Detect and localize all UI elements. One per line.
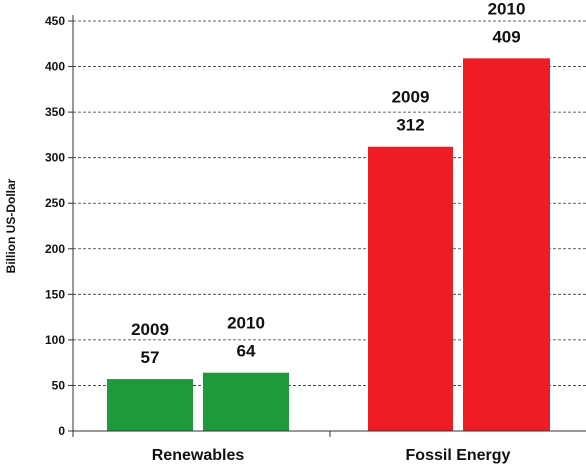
bar-value-label: 57 (141, 348, 160, 367)
y-tick-label: 450 (45, 14, 65, 28)
bar-value-label: 312 (396, 116, 424, 135)
y-tick-label: 150 (45, 287, 65, 301)
bar-renewables-2009 (107, 379, 193, 431)
gridlines (73, 20, 586, 386)
bar-fossil-energy-2010 (463, 58, 550, 431)
bar-year-label: 2009 (392, 88, 430, 107)
bar-value-label: 409 (492, 27, 520, 46)
bar-year-label: 2009 (131, 320, 169, 339)
bar-year-label: 2010 (227, 314, 265, 333)
y-tick-label: 100 (45, 333, 65, 347)
x-category-label: Renewables (152, 447, 245, 464)
y-tick-label: 250 (45, 196, 65, 210)
y-tick-label: 200 (45, 242, 65, 256)
x-category-label: Fossil Energy (406, 447, 511, 464)
y-axis-title: Billion US-Dollar (4, 178, 18, 273)
x-axis-categories: Renewables Fossil Energy (152, 431, 511, 464)
y-tick-label: 350 (45, 105, 65, 119)
bar-labels: 2009 57 2010 64 2009 312 2010 409 (131, 0, 525, 367)
bars (107, 58, 550, 431)
bar-fossil-energy-2009 (368, 146, 453, 431)
y-tick-label: 400 (45, 60, 65, 74)
y-tick-label: 0 (58, 424, 65, 438)
bar-year-label: 2010 (488, 0, 526, 18)
bar-value-label: 64 (237, 342, 256, 361)
bar-renewables-2010 (203, 372, 289, 431)
y-tick-label: 50 (52, 378, 66, 392)
y-axis-ticks: 0 50 100 150 200 250 300 350 400 450 (45, 14, 73, 438)
y-tick-label: 300 (45, 151, 65, 165)
